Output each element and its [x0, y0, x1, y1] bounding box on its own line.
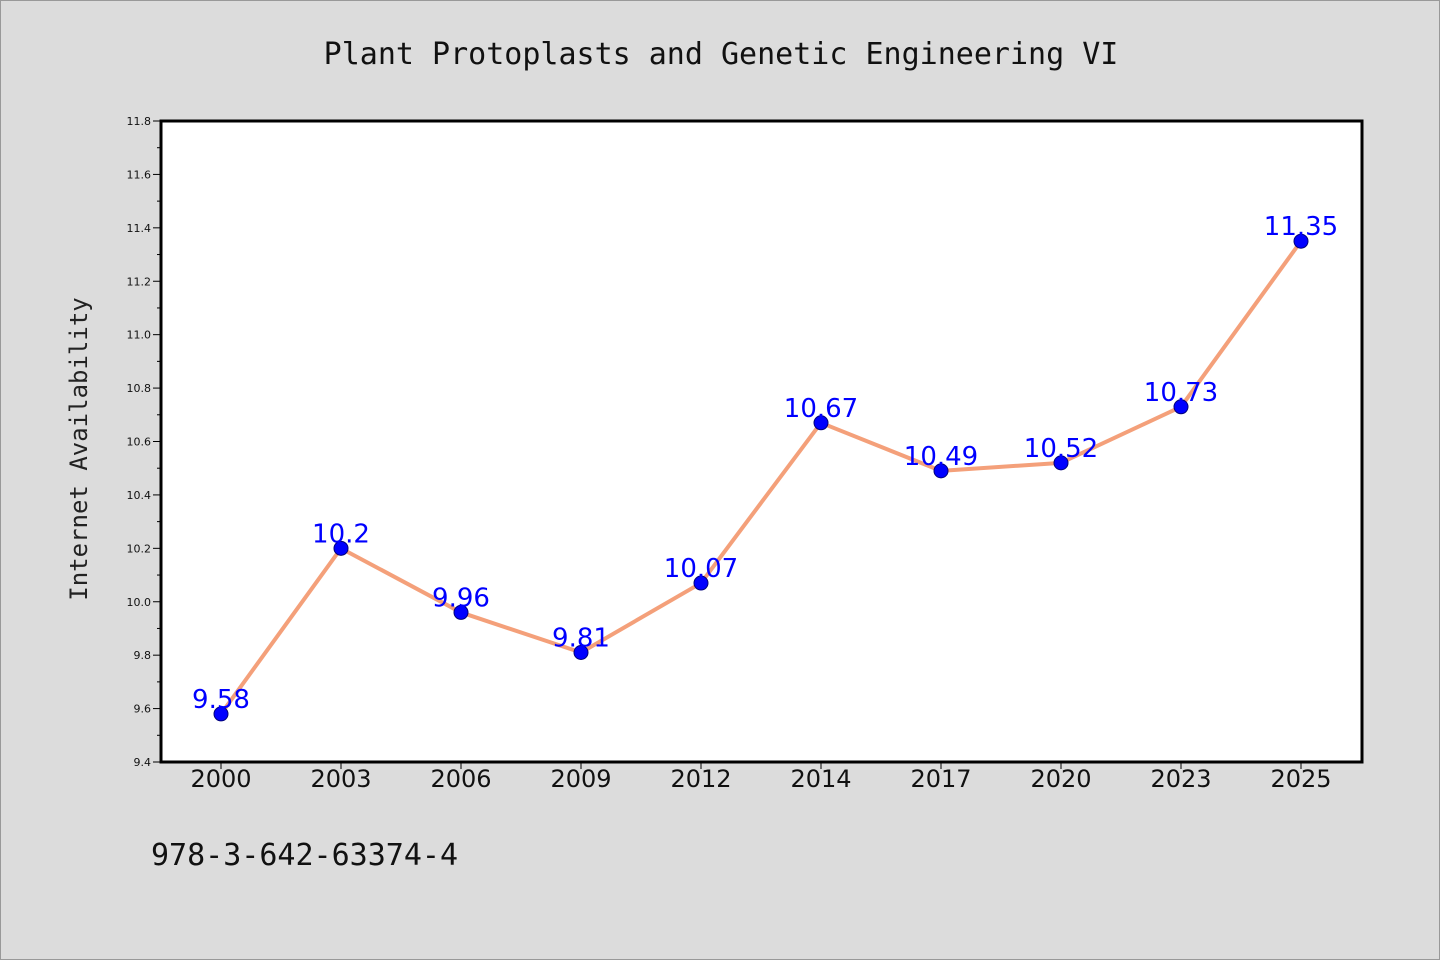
chart-title: Plant Protoplasts and Genetic Engineerin… — [324, 37, 1119, 72]
data-label: 11.35 — [1264, 212, 1338, 242]
data-label: 10.07 — [664, 554, 738, 584]
y-axis-label: Internet Availability — [65, 297, 93, 600]
data-label: 10.49 — [904, 442, 978, 472]
data-point — [693, 575, 709, 591]
data-point — [453, 604, 469, 620]
plot-area — [159, 119, 1364, 764]
x-tick-label: 2020 — [1030, 765, 1091, 793]
data-point — [933, 463, 949, 479]
data-label: 9.58 — [192, 685, 250, 715]
data-label: 10.67 — [784, 394, 858, 424]
x-tick-label: 2017 — [910, 765, 971, 793]
y-tick-label: 10.6 — [127, 436, 152, 449]
y-tick-label: 11.8 — [127, 115, 152, 128]
data-label: 9.81 — [552, 623, 610, 653]
x-tick-label: 2000 — [190, 765, 251, 793]
y-tick-label: 11.2 — [127, 275, 152, 288]
x-tick-label: 2025 — [1270, 765, 1331, 793]
x-tick-label: 2009 — [550, 765, 611, 793]
isbn-footer: 978-3-642-63374-4 — [151, 838, 458, 873]
data-label: 9.96 — [432, 583, 490, 613]
y-tick-label: 11.0 — [127, 329, 152, 342]
y-tick-label: 10.4 — [127, 489, 152, 502]
data-point — [213, 706, 229, 722]
x-tick-label: 2023 — [1150, 765, 1211, 793]
x-tick-label: 2014 — [790, 765, 851, 793]
y-tick-label: 10.8 — [127, 382, 152, 395]
y-tick-label: 9.6 — [134, 703, 152, 716]
y-tick-label: 9.8 — [134, 649, 152, 662]
y-axis: 9.4 9.6 9.8 10.0 10.2 10.4 10.6 10.8 11.0 11.2 11.… — [127, 115, 161, 769]
y-tick-label: 9.4 — [134, 756, 152, 769]
data-label: 10.52 — [1024, 434, 1098, 464]
data-label: 10.2 — [312, 519, 370, 549]
data-point — [1293, 233, 1309, 249]
y-tick-label: 10.0 — [127, 596, 152, 609]
data-label: 10.73 — [1144, 378, 1218, 408]
x-tick-label: 2012 — [670, 765, 731, 793]
data-point — [573, 644, 589, 660]
y-tick-label: 11.4 — [127, 222, 152, 235]
data-point — [813, 415, 829, 431]
series-layer: 9.58 10.2 9.96 9.81 10.07 10.67 10.49 10.52 10.7… — [192, 212, 1338, 722]
data-point — [333, 540, 349, 556]
y-tick-label: 10.2 — [127, 542, 152, 555]
x-axis: 2000 2003 2006 2009 2012 2014 2017 2020 2023 2025 — [190, 762, 1332, 793]
x-tick-label: 2003 — [310, 765, 371, 793]
data-point — [1053, 455, 1069, 471]
series-line — [219, 240, 1303, 716]
x-tick-label: 2006 — [430, 765, 491, 793]
y-tick-label: 11.6 — [127, 168, 152, 181]
data-point — [1173, 399, 1189, 415]
